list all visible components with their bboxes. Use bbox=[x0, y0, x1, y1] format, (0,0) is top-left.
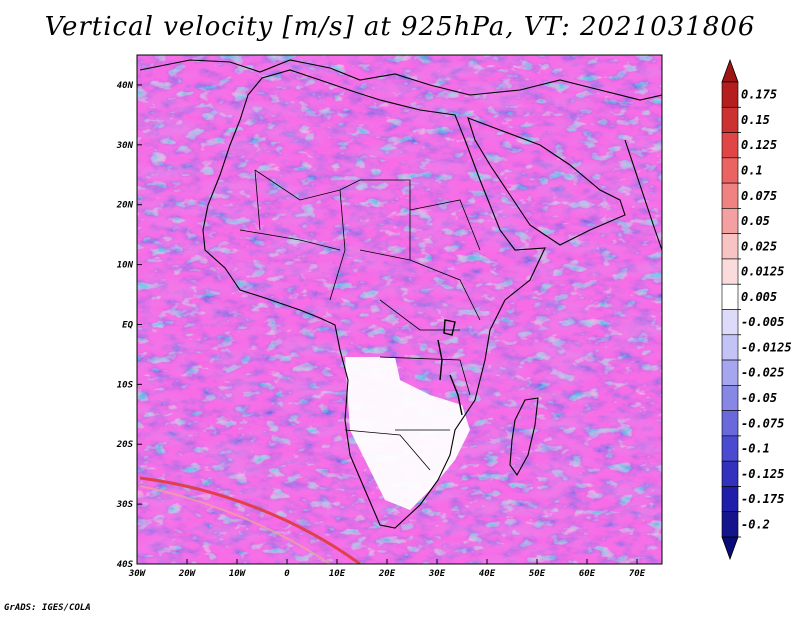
colorbar-label: 0.175 bbox=[741, 88, 777, 102]
lon-tick-label: 0 bbox=[284, 569, 290, 579]
colorbar-label: -0.1 bbox=[741, 442, 770, 456]
lon-tick-label: 30W bbox=[128, 569, 147, 579]
lon-tick-label: 20E bbox=[378, 569, 396, 579]
latitude-axis: 40N 30N 20N 10N EQ 10S 20S 30S 40S bbox=[116, 81, 142, 570]
colorbar-swatch bbox=[721, 132, 739, 159]
colorbar-swatch bbox=[721, 410, 739, 437]
lat-tick-label: 30N bbox=[116, 141, 134, 151]
colorbar-label: -0.05 bbox=[741, 391, 777, 405]
lat-tick-label: 20N bbox=[116, 201, 134, 211]
madagascar-coastline bbox=[509, 397, 539, 477]
arabia-coastline bbox=[467, 117, 626, 246]
colorbar-label: -0.005 bbox=[741, 315, 784, 329]
colorbar-label: 0.05 bbox=[741, 214, 770, 228]
colorbar-swatch bbox=[721, 486, 739, 513]
footer-credit: GrADS: IGES/COLA bbox=[4, 603, 91, 613]
colorbar-label: -0.075 bbox=[741, 416, 784, 430]
colorbar-bottom-arrow bbox=[721, 536, 739, 561]
colorbar-label: -0.0125 bbox=[741, 340, 792, 354]
coastlines bbox=[139, 59, 662, 529]
lat-tick-label: 10N bbox=[117, 261, 134, 271]
lat-tick-label: 40N bbox=[117, 81, 134, 91]
lat-tick-label: 40S bbox=[117, 560, 134, 570]
country-borders bbox=[239, 169, 481, 471]
lon-tick-label: 70E bbox=[629, 569, 646, 579]
colorbar-label: -0.175 bbox=[741, 492, 784, 506]
colorbar-swatch bbox=[721, 309, 739, 336]
plot-frame bbox=[136, 54, 663, 565]
longitude-axis: 30W 20W 10W 0 10E 20E 30E 40E 50E 60E 70E bbox=[128, 559, 646, 579]
map-title: Vertical velocity [m/s] at 925hPa, VT: 2… bbox=[44, 12, 756, 42]
lon-tick-label: 20W bbox=[178, 569, 197, 579]
lon-tick-label: 60E bbox=[579, 569, 596, 579]
colorbar-swatch bbox=[721, 435, 739, 462]
colorbar-label: 0.005 bbox=[741, 290, 777, 304]
lat-tick-label: 30S bbox=[116, 500, 134, 510]
lat-tick-label: EQ bbox=[122, 320, 133, 330]
lat-tick-label: 10S bbox=[117, 380, 134, 390]
colorbar-swatch bbox=[721, 385, 739, 411]
colorbar-swatch bbox=[721, 334, 739, 361]
colorbar-label: -0.125 bbox=[741, 467, 784, 481]
colorbar-label: 0.15 bbox=[741, 113, 770, 127]
colorbar-swatch bbox=[721, 359, 739, 386]
lon-tick-label: 40E bbox=[479, 569, 496, 579]
africa-coastline bbox=[202, 69, 546, 529]
colorbar-top-arrow bbox=[721, 58, 739, 83]
colorbar-label: 0.0125 bbox=[741, 265, 784, 279]
lon-tick-label: 50E bbox=[529, 569, 546, 579]
india-coastline bbox=[624, 139, 662, 251]
colorbar-label: 0.075 bbox=[741, 189, 777, 203]
colorbar-swatch bbox=[721, 283, 739, 310]
colorbar-label: 0.1 bbox=[741, 163, 763, 177]
colorbar-label: 0.125 bbox=[741, 138, 777, 152]
colorbar-swatch bbox=[721, 208, 739, 234]
lon-tick-label: 10E bbox=[329, 569, 346, 579]
colorbar: 0.175 0.15 0.125 0.1 0.075 0.05 0.025 0.0125 0.0… bbox=[721, 58, 792, 561]
velocity-field bbox=[137, 55, 662, 564]
colorbar-swatch bbox=[721, 460, 739, 487]
colorbar-swatch bbox=[721, 81, 739, 108]
colorbar-swatch bbox=[721, 511, 739, 538]
lon-tick-label: 10W bbox=[229, 569, 247, 579]
colorbar-swatch bbox=[721, 233, 739, 260]
colorbar-label: -0.2 bbox=[741, 517, 770, 531]
front-band bbox=[139, 476, 361, 564]
calm-region bbox=[345, 357, 470, 510]
lon-tick-label: 30E bbox=[428, 569, 446, 579]
colorbar-swatch bbox=[721, 258, 739, 285]
colorbar-label: 0.025 bbox=[741, 239, 777, 253]
colorbar-swatch bbox=[721, 106, 739, 133]
great-lakes bbox=[437, 319, 463, 416]
colorbar-swatch bbox=[721, 182, 739, 209]
lat-tick-label: 20S bbox=[116, 440, 134, 450]
europe-coastline bbox=[139, 59, 662, 101]
colorbar-swatch bbox=[721, 157, 739, 184]
colorbar-label: -0.025 bbox=[741, 366, 784, 380]
map-figure: 30W 20W 10W 0 10E 20E 30E 40E 50E 60E 70E 40N 30N 20… bbox=[116, 54, 792, 579]
